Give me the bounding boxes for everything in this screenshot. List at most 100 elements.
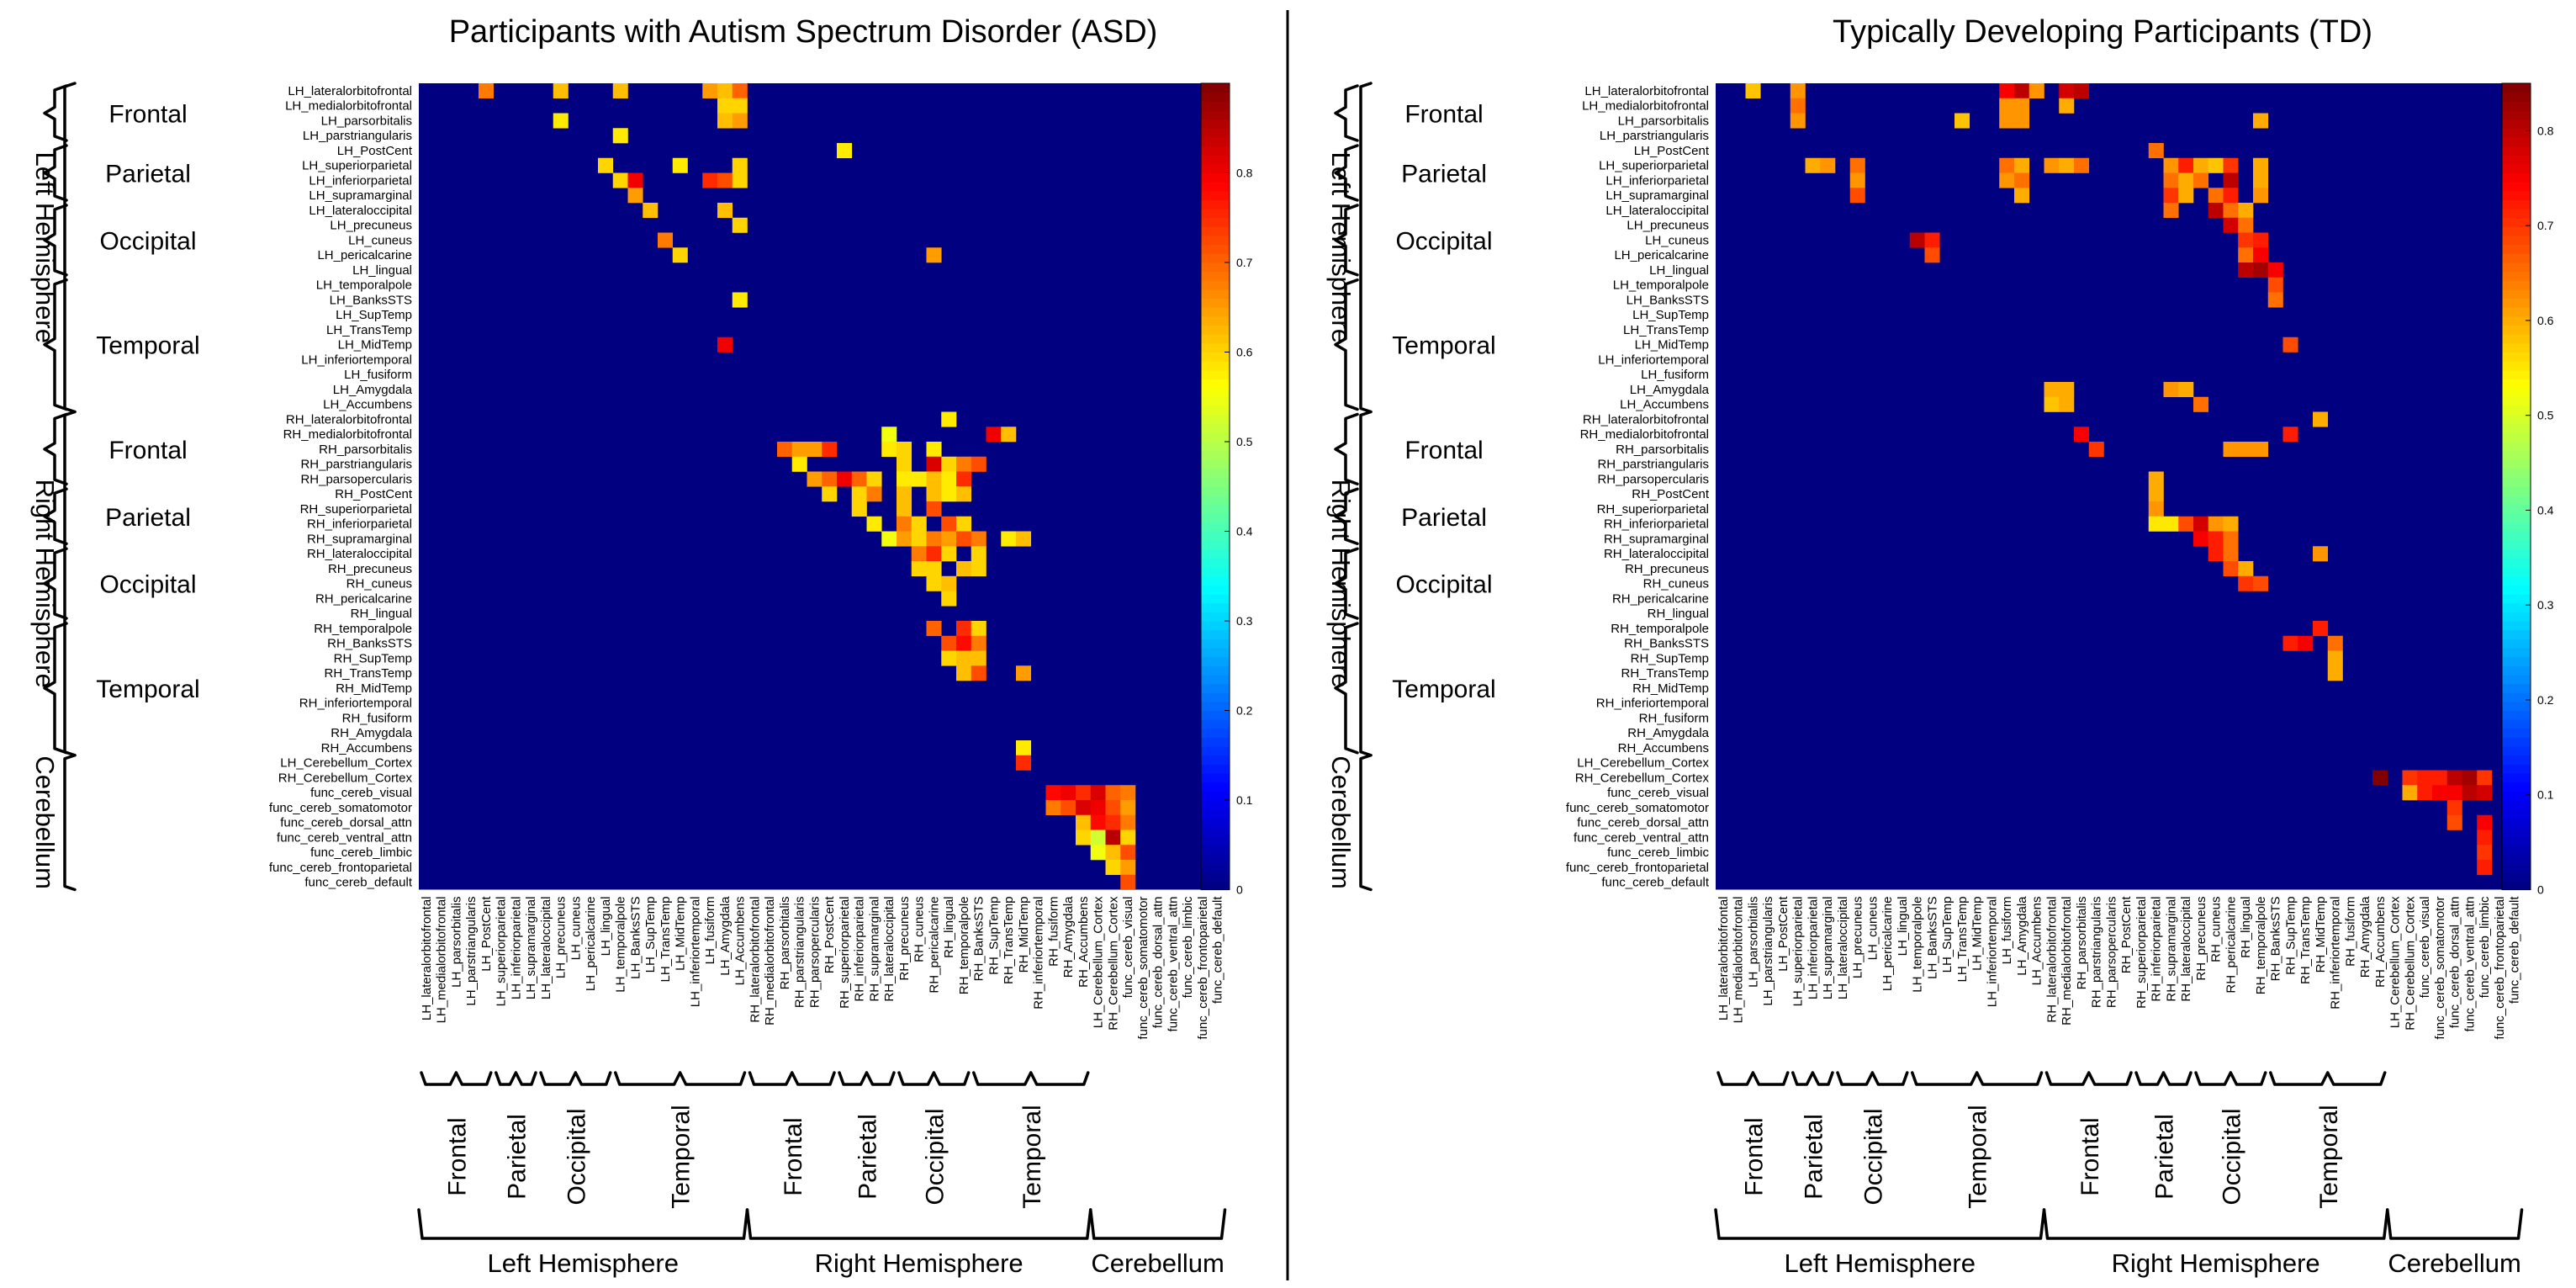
td-colorbar-segment (2502, 190, 2531, 201)
td-col-label: RH_Cerebellum_Cortex (2403, 896, 2417, 1031)
asd-heatmap-cell (1120, 785, 1136, 801)
asd-heatmap-cell (732, 172, 748, 188)
td-heatmap-cell (2313, 411, 2329, 427)
asd-colorbar-segment (1201, 522, 1230, 533)
td-heatmap-cell (2059, 382, 2075, 398)
asd-heatmap-cell (926, 546, 942, 562)
td-row-label: LH_inferiortemporal (1598, 352, 1709, 367)
td-hemisphere-label-left: Right Hemisphere (1326, 480, 1356, 688)
td-row-label: RH_superiorparietal (1597, 502, 1709, 517)
asd-col-label: LH_pericalcarine (584, 897, 598, 992)
asd-col-label: RH_Cerebellum_Cortex (1106, 896, 1120, 1031)
td-heatmap-cell (2208, 546, 2224, 562)
asd-heatmap-cell (717, 113, 733, 129)
td-row-label: RH_PostCent (1632, 487, 1710, 501)
td-row-label: LH_medialorbitofrontal (1582, 99, 1709, 114)
td-row-group-bracket (1334, 547, 1359, 620)
asd-heatmap-cell (911, 516, 927, 532)
td-heatmap-cell (2253, 232, 2269, 248)
asd-heatmap-cell (926, 247, 942, 263)
asd-heatmap-cell (971, 561, 986, 577)
asd-heatmap-cell (926, 442, 942, 458)
asd-heatmap-cell (837, 471, 853, 487)
asd-row-label: RH_Amygdala (331, 726, 412, 740)
asd-col-label: RH_pericalcarine (927, 897, 941, 994)
td-row-label: LH_Accumbens (1620, 398, 1709, 412)
asd-col-label: LH_MidTemp (674, 897, 688, 971)
td-heatmap-cell (2148, 516, 2164, 532)
td-row-label: RH_BanksSTS (1624, 637, 1709, 651)
asd-colorbar-segment (1201, 665, 1230, 676)
td-heatmap-cell (2282, 635, 2298, 651)
asd-col-label: LH_inferiorparietal (509, 897, 523, 1000)
asd-colorbar-segment (1201, 432, 1230, 443)
asd-row-label: RH_Cerebellum_Cortex (278, 771, 413, 785)
asd-heatmap-cell (1105, 845, 1121, 861)
td-heatmap-cell (2163, 172, 2179, 188)
td-colorbar-segment (2502, 342, 2531, 353)
asd-row-label: func_cereb_ventral_attn (277, 830, 412, 845)
asd-colorbar-segment (1201, 307, 1230, 317)
td-heatmap-cell (1999, 113, 2015, 129)
td-colorbar-segment (2502, 432, 2531, 443)
asd-hemisphere-label-left: Right Hemisphere (30, 480, 60, 688)
td-colorbar-segment (2502, 289, 2531, 299)
td-heatmap-cell (2059, 157, 2075, 173)
asd-heatmap-cell (1105, 860, 1121, 876)
td-heatmap-cell (2238, 262, 2254, 278)
td-colorbar-segment (2502, 128, 2531, 138)
asd-heatmap-cell (1045, 785, 1061, 801)
asd-row-group-bracket (43, 547, 68, 620)
asd-colorbar-tick-label: 0.1 (1236, 793, 1253, 807)
td-row-label: LH_pericalcarine (1614, 248, 1709, 262)
asd-heatmap-cell (672, 157, 688, 173)
asd-heatmap-cell (732, 83, 748, 99)
asd-heatmap-cell (627, 188, 643, 204)
td-row-group-label: Parietal (1401, 504, 1487, 532)
td-colorbar-segment (2502, 352, 2531, 362)
td-row-label: func_cereb_ventral_attn (1574, 830, 1709, 845)
asd-col-label: LH_Accumbens (733, 897, 748, 986)
asd-heatmap-cell (941, 546, 957, 562)
td-colorbar-segment (2502, 369, 2531, 380)
asd-row-label: LH_SupTemp (336, 308, 412, 322)
asd-col-group-bracket (420, 1071, 493, 1086)
td-col-label: func_cereb_limbic (2478, 896, 2492, 998)
asd-colorbar-segment (1201, 575, 1230, 586)
asd-row-label: RH_MidTemp (336, 681, 412, 696)
td-heatmap-cell (2223, 188, 2239, 204)
asd-heatmap-cell (911, 546, 927, 562)
td-colorbar-segment (2502, 236, 2531, 246)
asd-colorbar-segment (1201, 388, 1230, 398)
asd-colorbar-segment (1201, 504, 1230, 514)
asd-colorbar-segment (1201, 486, 1230, 496)
asd-row-label: RH_parsopercularis (300, 472, 412, 486)
td-row-label: func_cereb_limbic (1607, 845, 1709, 860)
asd-col-label: LH_SupTemp (643, 897, 658, 973)
td-heatmap-cell (2477, 860, 2493, 876)
asd-heatmap-cell (941, 411, 957, 427)
asd-row-label: LH_parstriangularis (303, 129, 412, 143)
asd-heatmap-cell (956, 516, 972, 532)
asd-row-group-bracket (43, 144, 68, 202)
td-colorbar-segment (2502, 549, 2531, 559)
td-row-label: LH_superiorparietal (1599, 159, 1709, 173)
td-col-label: RH_lateraloccipital (2179, 897, 2193, 1002)
asd-col-label: func_cereb_limbic (1181, 896, 1195, 998)
asd-heatmap-cell (851, 471, 867, 487)
asd-row-label: RH_lingual (351, 607, 412, 621)
td-heatmap-cell (2402, 785, 2418, 801)
td-heatmap-cell (2327, 650, 2343, 666)
td-heatmap-cell (2462, 785, 2478, 801)
td-row-group-label: Frontal (1404, 437, 1483, 464)
asd-colorbar-segment (1201, 674, 1230, 685)
asd-col-label: LH_supramarginal (524, 897, 538, 1000)
asd-colorbar-tick-label: 0.7 (1236, 256, 1253, 269)
td-colorbar-segment (2502, 862, 2531, 872)
asd-heatmap-cell (717, 98, 733, 114)
asd-colorbar-segment (1201, 271, 1230, 281)
td-colorbar-segment (2502, 522, 2531, 533)
td-heatmap-cell (2238, 232, 2254, 248)
td-heatmap-cell (2163, 188, 2179, 204)
asd-row-label: func_cereb_frontoparietal (269, 861, 412, 875)
